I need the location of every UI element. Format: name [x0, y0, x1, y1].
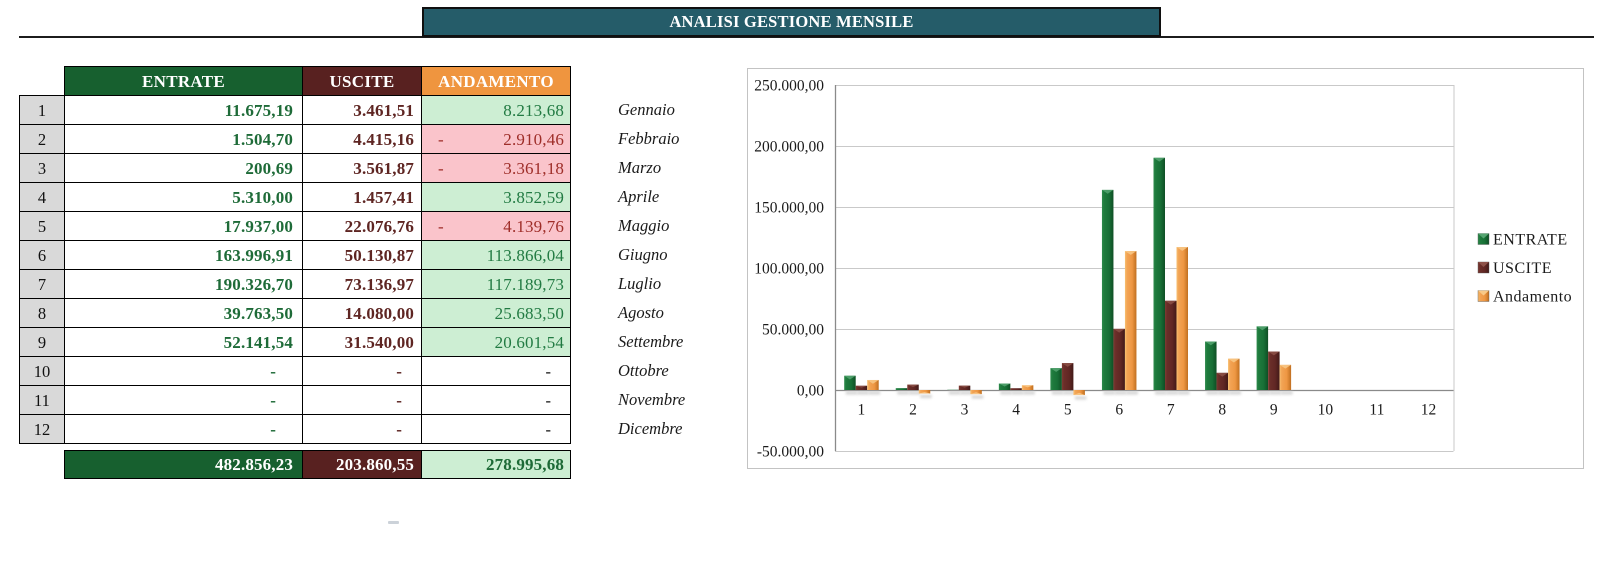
svg-text:100.000,00: 100.000,00 [754, 261, 824, 278]
svg-text:12: 12 [1421, 402, 1437, 419]
svg-text:11: 11 [1369, 402, 1384, 419]
svg-text:4: 4 [1012, 402, 1020, 419]
svg-text:8: 8 [1218, 402, 1226, 419]
svg-text:0,00: 0,00 [797, 383, 824, 400]
svg-text:6: 6 [1115, 402, 1123, 419]
svg-text:50.000,00: 50.000,00 [762, 322, 824, 339]
svg-text:-50.000,00: -50.000,00 [757, 444, 824, 461]
svg-text:150.000,00: 150.000,00 [754, 200, 824, 217]
svg-text:USCITE: USCITE [1493, 260, 1552, 277]
svg-text:250.000,00: 250.000,00 [754, 78, 824, 95]
svg-text:2: 2 [909, 402, 917, 419]
svg-text:Andamento: Andamento [1493, 289, 1572, 306]
svg-text:ENTRATE: ENTRATE [1493, 232, 1568, 249]
svg-text:5: 5 [1064, 402, 1072, 419]
svg-text:10: 10 [1318, 402, 1334, 419]
svg-text:200.000,00: 200.000,00 [754, 139, 824, 156]
svg-text:3: 3 [961, 402, 969, 419]
svg-text:1: 1 [858, 402, 866, 419]
svg-text:9: 9 [1270, 402, 1278, 419]
svg-text:7: 7 [1167, 402, 1175, 419]
